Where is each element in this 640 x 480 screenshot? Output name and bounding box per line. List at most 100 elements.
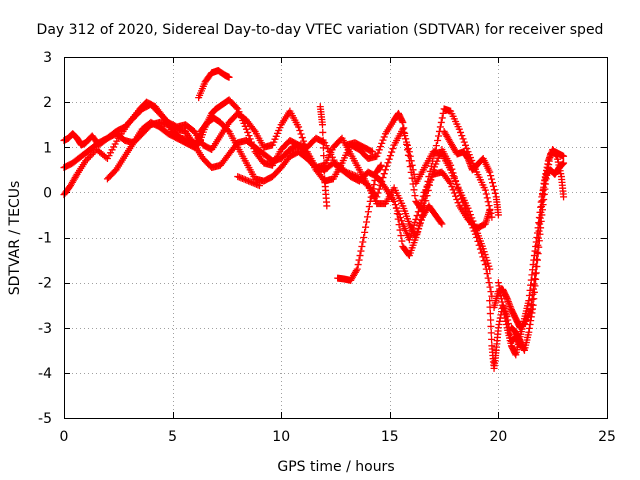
data-point xyxy=(449,186,457,194)
data-point xyxy=(369,185,377,193)
data-point xyxy=(378,139,386,147)
data-point xyxy=(560,159,568,167)
data-point xyxy=(374,189,382,197)
data-point xyxy=(386,152,394,160)
data-point xyxy=(89,149,97,157)
data-point xyxy=(368,189,376,197)
data-point xyxy=(394,215,402,223)
data-point xyxy=(233,104,241,112)
data-point xyxy=(396,226,404,234)
data-point xyxy=(486,283,494,291)
data-point xyxy=(487,209,495,217)
data-point xyxy=(428,171,436,179)
data-point xyxy=(380,182,388,190)
data-point xyxy=(422,197,430,205)
data-point xyxy=(354,261,362,269)
data-point xyxy=(486,297,494,305)
data-point xyxy=(410,186,418,194)
data-point xyxy=(245,132,253,140)
x-tick-label: 0 xyxy=(60,429,69,445)
data-point xyxy=(297,130,305,138)
data-point xyxy=(410,170,418,178)
data-point xyxy=(486,168,494,176)
data-point xyxy=(488,213,496,221)
data-point xyxy=(448,183,456,191)
data-point xyxy=(397,232,405,240)
data-point xyxy=(487,172,495,180)
data-point xyxy=(296,126,304,134)
data-point xyxy=(372,172,380,180)
data-point xyxy=(364,208,372,216)
data-point xyxy=(484,198,492,206)
data-point xyxy=(531,282,539,290)
data-point xyxy=(459,135,467,143)
data-point xyxy=(381,166,389,174)
grid xyxy=(64,57,607,418)
y-tick-label: 2 xyxy=(43,95,52,111)
x-tick-label: 25 xyxy=(598,429,616,445)
y-tick-label: 3 xyxy=(43,50,52,66)
data-point xyxy=(424,186,432,194)
data-point xyxy=(376,143,384,151)
data-point xyxy=(399,118,407,126)
data-point xyxy=(483,194,491,202)
series-trace-9 xyxy=(334,161,385,284)
chart-title: Day 312 of 2020, Sidereal Day-to-day VTE… xyxy=(37,22,604,38)
y-tick-label: 1 xyxy=(43,140,52,156)
x-tick-label: 5 xyxy=(168,429,177,445)
data-point xyxy=(319,128,327,136)
data-point xyxy=(366,197,374,205)
data-point xyxy=(482,190,490,198)
data-point xyxy=(436,123,444,131)
data-point xyxy=(384,159,392,167)
data-point xyxy=(86,152,94,160)
data-point xyxy=(357,247,365,255)
series-trace-15 xyxy=(507,148,568,354)
data-point xyxy=(487,316,495,324)
data-point xyxy=(534,250,542,258)
data-point xyxy=(405,148,413,156)
data-point xyxy=(489,179,497,187)
data-point xyxy=(445,178,453,186)
data-point xyxy=(356,252,364,260)
data-point xyxy=(464,204,472,212)
data-point xyxy=(434,136,442,144)
data-point xyxy=(352,267,360,275)
data-point xyxy=(244,128,252,136)
data-point xyxy=(359,238,367,246)
series-trace-6 xyxy=(234,173,263,190)
data-point xyxy=(377,161,385,169)
data-point xyxy=(395,221,403,229)
data-point xyxy=(537,217,545,225)
data-point xyxy=(490,186,498,194)
data-point xyxy=(225,73,233,81)
x-tick-label: 10 xyxy=(272,429,290,445)
y-tick-label: -4 xyxy=(38,366,52,382)
data-point xyxy=(379,136,387,144)
data-point xyxy=(362,223,370,231)
data-point xyxy=(438,114,446,122)
data-point xyxy=(401,132,409,140)
data-series xyxy=(60,67,568,372)
data-point xyxy=(393,210,401,218)
data-point xyxy=(383,162,391,170)
data-point xyxy=(427,176,435,184)
data-point xyxy=(295,123,303,131)
data-point xyxy=(560,152,568,160)
data-point xyxy=(408,161,416,169)
data-point xyxy=(481,186,489,194)
data-point xyxy=(380,133,388,141)
data-point xyxy=(323,202,331,210)
data-point xyxy=(398,217,406,225)
data-point xyxy=(365,203,373,211)
y-tick-label: -5 xyxy=(38,411,52,427)
data-point xyxy=(426,167,434,175)
data-point xyxy=(85,154,93,162)
data-point xyxy=(535,237,543,245)
data-point xyxy=(487,288,495,296)
data-point xyxy=(102,153,110,161)
data-point xyxy=(491,189,499,197)
y-tick-label: 0 xyxy=(43,185,52,201)
data-point xyxy=(242,125,250,133)
data-point xyxy=(465,207,473,215)
